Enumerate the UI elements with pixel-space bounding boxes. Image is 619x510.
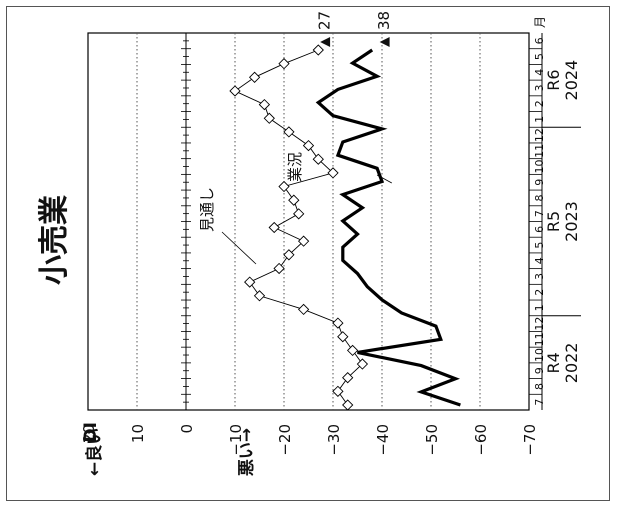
month-tick-label: 5 [533,242,546,249]
series-point [288,194,300,206]
bad-direction-label: 悪い→ [237,428,257,476]
y-tick-label: −60 [472,424,490,456]
series-point [337,331,349,343]
month-tick-label: 6 [533,226,546,233]
series-line-gyoukyou [315,48,461,407]
series-point [253,290,266,302]
chart-frame [6,6,610,501]
y-tick-label: −30 [325,424,343,456]
series-point [258,98,271,111]
month-tick-label: 4 [533,69,546,76]
month-tick-label: 3 [533,273,546,280]
series-point [229,85,241,97]
series-point [278,58,290,70]
month-tick-label: 6 [533,37,546,44]
month-tick-label: 12 [533,317,546,331]
series-point [332,317,344,329]
series-label: 見通し [198,187,216,232]
series-point [278,180,290,193]
series-point [302,139,315,152]
month-tick-label: 5 [533,53,546,60]
series-point [283,126,295,138]
month-tick-label: 4 [533,257,546,264]
good-direction-label: ←良い [84,428,105,476]
month-tick-label: 9 [533,367,546,374]
month-tick-label: 11 [533,144,546,158]
series-point [297,303,310,316]
series-point [273,262,285,275]
plot-area: 20 10 0 −10 −20 −30 −40 −50 −60 −7078910111212345… [80,11,581,456]
month-tick-label: 12 [533,128,546,142]
series-label: 業況 [286,152,304,182]
period-era-label: R5 [544,211,563,232]
month-tick-label: 11 [533,332,546,346]
plot-border [87,32,530,411]
series-point [346,344,359,357]
series-point [356,358,369,370]
end-marker: ▲ [317,37,332,47]
series-point [293,208,305,220]
series-line-mitooshi [234,49,363,406]
series-point [283,249,295,261]
end-value-label: 27 [315,11,333,30]
end-marker: ▲ [377,37,392,47]
month-tick-label: 2 [533,100,546,107]
month-tick-label: 1 [533,116,546,123]
month-tick-label: 7 [533,399,546,406]
y-tick-label: 20 [80,424,98,443]
period-year-label: 2022 [562,343,581,384]
series-label-leader [221,231,257,265]
series-point [263,112,275,124]
period-era-label: R6 [544,69,563,90]
y-tick-label: −20 [276,424,294,456]
y-tick-label: −10 [227,424,245,456]
y-tick-label: 0 [178,424,196,434]
month-tick-label: 10 [533,348,546,362]
end-value-label: 38 [375,11,393,30]
period-year-label: 2024 [562,60,581,101]
month-tick-label: 8 [533,383,546,390]
series-point [312,153,324,165]
series-label-leader [376,174,392,184]
month-tick-label: 7 [533,210,546,217]
month-tick-label: 10 [533,160,546,174]
month-tick-label: 8 [533,194,546,201]
series-point [248,71,261,83]
period-year-label: 2023 [562,201,581,242]
month-tick-label: 2 [533,289,546,296]
series-point [342,399,354,411]
series-point [332,385,344,397]
y-tick-label: −40 [374,424,392,456]
y-tick-label: −50 [423,424,441,456]
series-point [327,167,339,179]
y-tick-label: −70 [521,424,539,456]
month-tick-label: 1 [533,304,546,311]
month-tick-label: 3 [533,84,546,91]
series-point [268,221,280,234]
y-axis-label: DI [81,422,101,442]
y-tick-label: 10 [129,424,147,443]
series-point [244,276,256,288]
series-point [297,235,310,247]
series-point [342,372,354,384]
series-point [312,44,324,56]
month-unit-label: 月 [533,16,547,28]
period-era-label: R4 [544,352,563,373]
month-tick-label: 9 [533,179,546,186]
chart-title: 小売業 [37,195,72,285]
